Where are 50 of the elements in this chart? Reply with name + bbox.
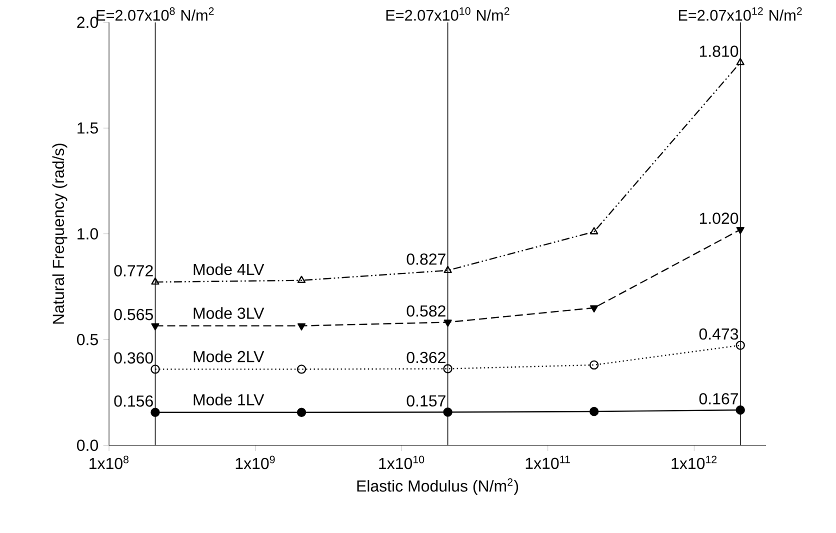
point — [443, 407, 452, 417]
annotation: E=2.07x10$^{12}$ N/m$^{2}$ — [678, 7, 802, 21]
data-label: 0.362 — [406, 352, 446, 364]
y-axis-title: Natural Frequency (rad/s) — [52, 144, 68, 324]
x-tick-label: 1x10$^{10}$ — [379, 456, 424, 469]
series-label: Mode 3LV — [194, 307, 264, 319]
point — [444, 319, 452, 327]
point — [150, 408, 160, 417]
point — [444, 266, 452, 273]
data-label: 0.360 — [114, 352, 154, 364]
y-tick-label: 0.5 — [77, 334, 98, 346]
data-label: 0.473 — [699, 328, 738, 340]
y-tick-label: 1.5 — [78, 122, 98, 134]
data-label: 1.020 — [700, 212, 738, 224]
series-label: Mode 4LV — [194, 263, 264, 275]
point — [296, 408, 306, 417]
data-label: 0.582 — [406, 305, 446, 316]
point — [590, 226, 598, 234]
point — [736, 58, 744, 65]
y-tick-label: 0.0 — [77, 440, 98, 451]
point — [590, 305, 598, 312]
point — [736, 340, 745, 350]
x-tick-label: 1x10$^{12}$ — [672, 456, 717, 469]
point — [297, 276, 306, 283]
annotation: E=2.07x10$^{8}$ N/m$^{2}$ — [96, 7, 214, 21]
series-label: Mode 2LV — [194, 350, 264, 362]
point — [151, 323, 160, 330]
data-label: 0.772 — [114, 264, 153, 276]
data-label: 0.565 — [114, 308, 153, 320]
data-label: 0.157 — [406, 395, 446, 406]
data-label: 1.810 — [700, 45, 738, 57]
annotation: E=2.07x10$^{10}$ N/m$^{2}$ — [386, 7, 510, 21]
point — [296, 364, 306, 374]
y-tick-label: 1.0 — [78, 228, 98, 240]
x-axis-title: Elastic Modulus (N/m$^{2}$) — [357, 478, 518, 495]
point — [151, 277, 160, 284]
x-tick-label: 1x10$^{11}$ — [526, 456, 570, 469]
point — [443, 364, 452, 374]
point — [589, 406, 599, 416]
data-label: 0.827 — [406, 253, 446, 265]
y-tick-label: 2.0 — [77, 16, 98, 28]
x-tick-label: 1x10$^{9}$ — [236, 456, 275, 469]
x-tick-label: 1x10$^{8}$ — [90, 456, 129, 469]
point — [589, 360, 599, 370]
series-label: Mode 1LV — [194, 394, 264, 406]
point — [736, 405, 745, 414]
point — [150, 364, 160, 374]
data-label: 0.167 — [699, 392, 738, 404]
point — [297, 323, 306, 330]
data-label: 0.156 — [114, 395, 153, 407]
